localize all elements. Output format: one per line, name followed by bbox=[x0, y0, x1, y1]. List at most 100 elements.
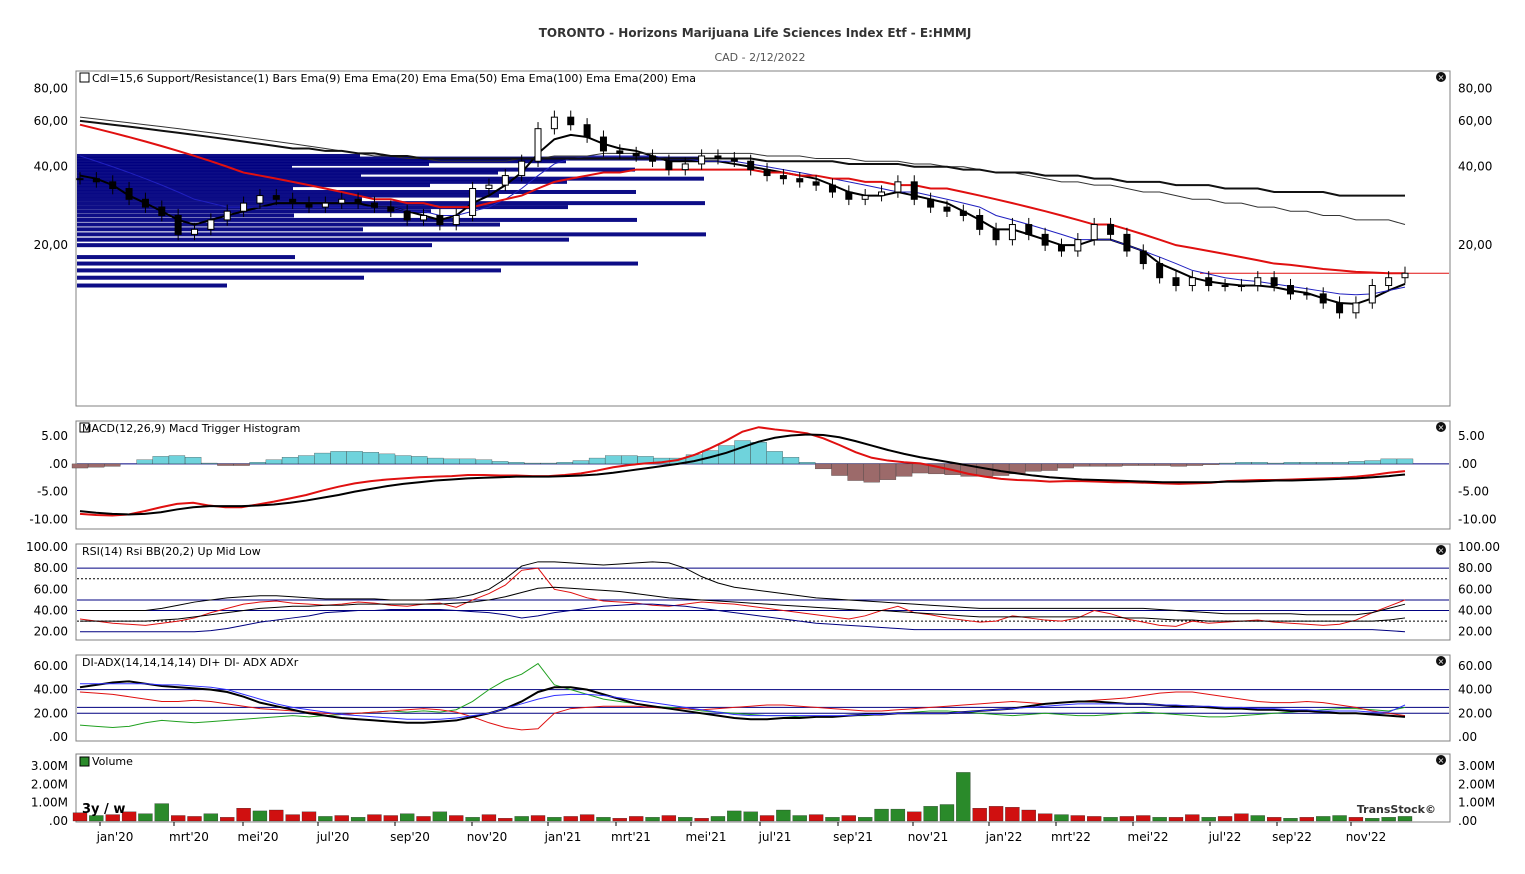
macd-tick-right: .00 bbox=[1458, 457, 1477, 471]
histogram-bar bbox=[815, 463, 832, 470]
volume-close-button[interactable]: × bbox=[1436, 755, 1446, 765]
volume-bar bbox=[121, 811, 137, 822]
brand-label: TransStock© bbox=[1357, 803, 1436, 816]
candle-body bbox=[845, 191, 853, 200]
month-label: sep'20 bbox=[390, 830, 430, 844]
candle-body bbox=[256, 195, 264, 204]
volume-bar bbox=[285, 814, 300, 822]
candle-body bbox=[763, 169, 771, 177]
support-bar bbox=[77, 173, 361, 178]
ema-line bbox=[79, 123, 1405, 275]
histogram-bar bbox=[572, 460, 590, 465]
volume-bar bbox=[988, 806, 1004, 822]
histogram-bar bbox=[378, 453, 396, 465]
support-bar bbox=[77, 170, 498, 175]
volume-bar bbox=[1365, 818, 1380, 822]
candle-body bbox=[894, 181, 902, 193]
histogram-bar bbox=[1089, 463, 1107, 467]
histogram-bar bbox=[1202, 463, 1220, 465]
candle-body bbox=[1336, 302, 1344, 314]
support-bar bbox=[77, 159, 566, 164]
adx-tick-left: 60.00 bbox=[34, 659, 68, 673]
histogram-bar bbox=[556, 462, 573, 465]
candle-body bbox=[812, 181, 820, 186]
histogram-bar bbox=[605, 455, 622, 465]
candle-body bbox=[240, 202, 248, 212]
volume-bar bbox=[1316, 816, 1331, 822]
adx-tick-left: .00 bbox=[49, 730, 68, 744]
candle-body bbox=[125, 188, 133, 200]
volume-legend-swatch bbox=[79, 756, 90, 767]
volume-bar bbox=[154, 803, 169, 822]
price-tick-right: 60,00 bbox=[1458, 114, 1492, 128]
candle-body bbox=[436, 214, 444, 226]
adx-legend: DI-ADX(14,14,14,14) DI+ DI- ADX ADXr bbox=[82, 656, 299, 669]
rsi-tick-left: 100.00 bbox=[26, 540, 68, 554]
candle-body bbox=[207, 219, 215, 230]
volume-tick-right: .00 bbox=[1458, 814, 1477, 828]
volume-bar bbox=[1021, 809, 1036, 822]
candle-body bbox=[910, 181, 918, 200]
volume-tick-right: 1.00M bbox=[1458, 796, 1495, 810]
candle-body bbox=[1286, 285, 1294, 295]
macd-close-button[interactable]: × bbox=[1436, 422, 1446, 432]
volume-tick-right: 3.00M bbox=[1458, 759, 1495, 773]
histogram-bar bbox=[1267, 462, 1284, 465]
volume-bar bbox=[792, 815, 807, 822]
candle-body bbox=[305, 202, 313, 208]
candle-body bbox=[567, 116, 575, 126]
volume-bar bbox=[710, 816, 726, 822]
histogram-bar bbox=[362, 452, 380, 465]
rsi-close-button[interactable]: × bbox=[1436, 545, 1446, 555]
support-bar bbox=[77, 176, 704, 181]
histogram-bar bbox=[1154, 463, 1171, 466]
histogram-bar bbox=[1057, 463, 1074, 469]
volume-bar bbox=[318, 816, 333, 822]
histogram-bar bbox=[1283, 462, 1301, 465]
candle-body bbox=[976, 214, 984, 230]
rsi-tick-right: 80.00 bbox=[1458, 561, 1492, 575]
volume-bar bbox=[383, 815, 398, 822]
histogram-bar bbox=[314, 452, 331, 465]
candle-body bbox=[943, 206, 951, 212]
histogram-bar bbox=[621, 455, 638, 465]
rsi-tick-left: 40.00 bbox=[34, 604, 68, 618]
candle-body bbox=[1205, 277, 1213, 287]
candle-body bbox=[550, 116, 558, 130]
volume-bar bbox=[727, 810, 742, 822]
candle-body bbox=[403, 210, 411, 221]
volume-bar bbox=[236, 808, 251, 822]
histogram-bar bbox=[152, 456, 169, 465]
candle-body bbox=[1025, 224, 1033, 235]
trigger-line bbox=[79, 433, 1406, 516]
volume-bar bbox=[89, 815, 104, 822]
volume-bar bbox=[1136, 815, 1151, 822]
month-label: mrt'20 bbox=[169, 830, 209, 844]
price-close-button[interactable]: × bbox=[1436, 72, 1446, 82]
volume-bar bbox=[187, 816, 202, 822]
histogram-bar bbox=[265, 459, 283, 465]
candle-body bbox=[1107, 224, 1115, 235]
month-label: mei'22 bbox=[1128, 830, 1169, 844]
histogram-bar bbox=[1025, 463, 1042, 472]
support-bar bbox=[77, 261, 638, 266]
rsi-legend: RSI(14) Rsi BB(20,2) Up Mid Low bbox=[82, 545, 261, 558]
candle-body bbox=[1074, 239, 1082, 252]
candle-body bbox=[927, 198, 935, 208]
candle-body bbox=[1139, 250, 1147, 265]
rsi-tick-left: 60.00 bbox=[34, 582, 68, 596]
volume-bar bbox=[416, 816, 431, 822]
close-icon: × bbox=[1438, 756, 1445, 765]
histogram-bar bbox=[168, 455, 186, 465]
macd-tick-right: -5.00 bbox=[1458, 485, 1489, 499]
adx-panel bbox=[75, 654, 1451, 742]
candle-body bbox=[698, 155, 706, 165]
volume-bar bbox=[432, 811, 448, 822]
support-bar bbox=[77, 156, 703, 161]
candle-body bbox=[272, 195, 280, 200]
adx-close-button[interactable]: × bbox=[1436, 656, 1446, 666]
rsi-tick-left: 20.00 bbox=[34, 625, 68, 639]
volume-bar bbox=[138, 813, 153, 822]
